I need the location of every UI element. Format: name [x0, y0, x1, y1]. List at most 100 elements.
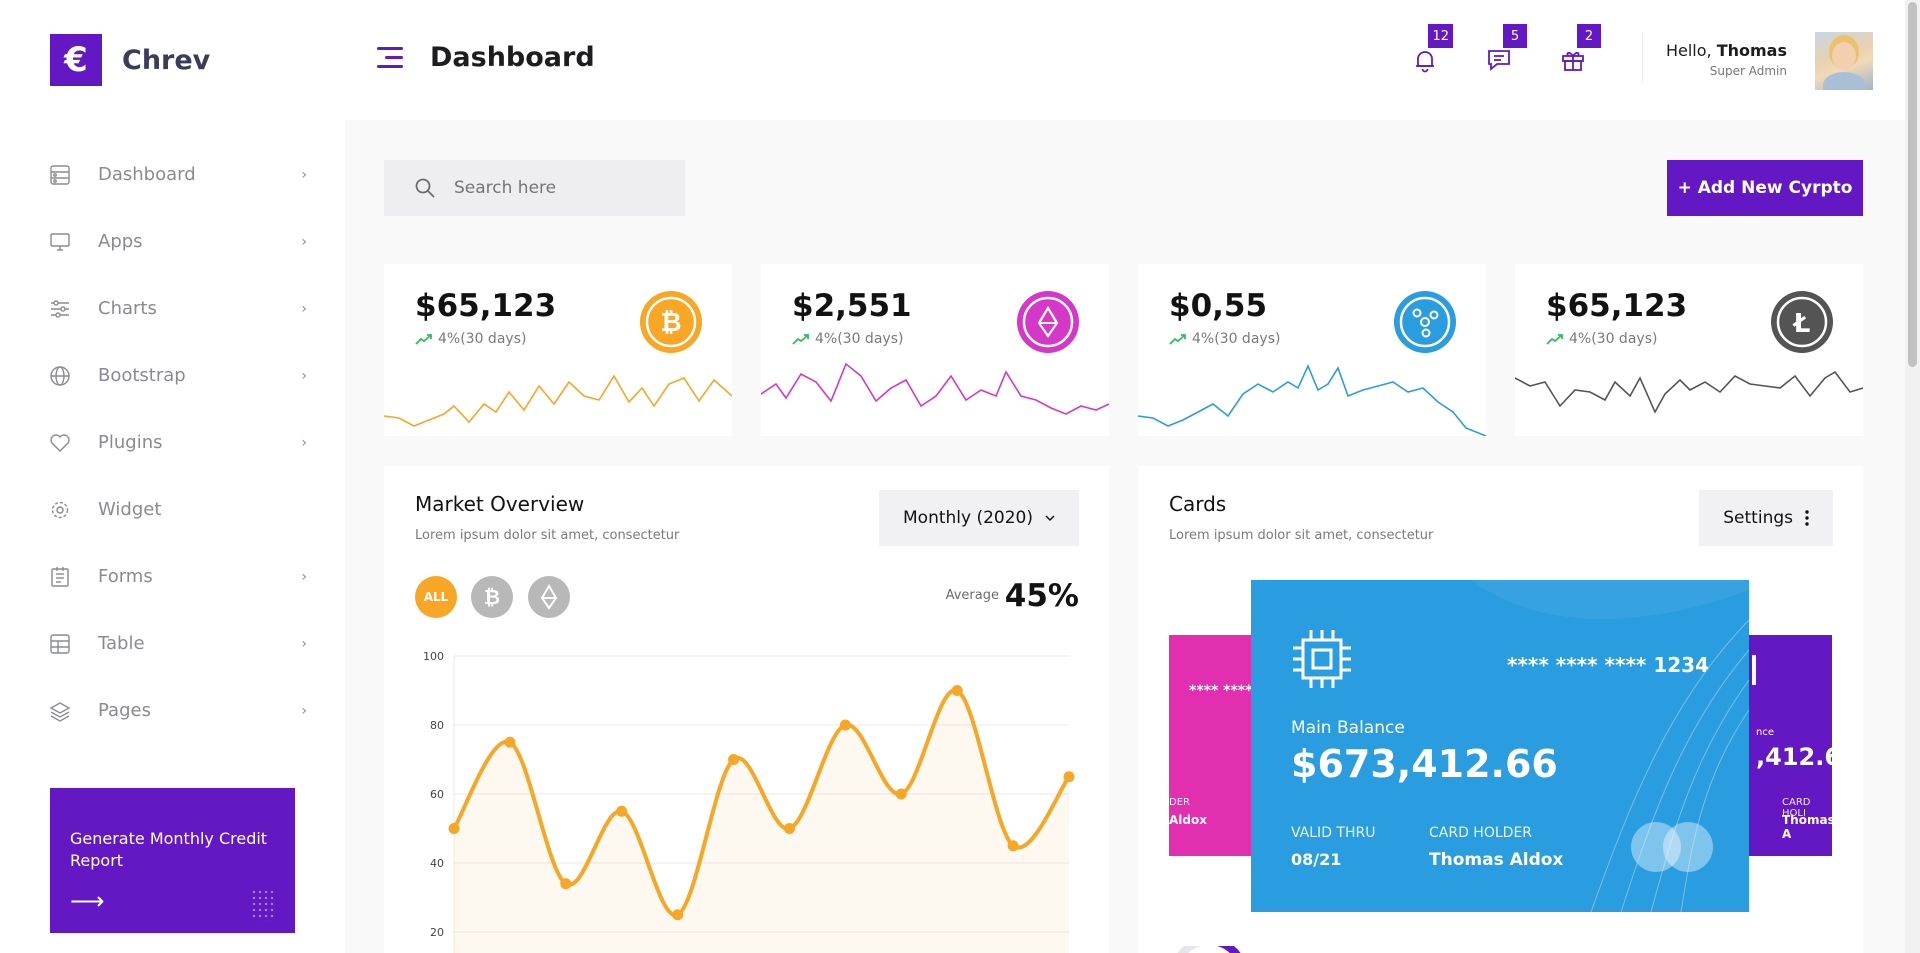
stat-change: 4%(30 days)	[1169, 331, 1280, 347]
sidebar-item-label: Forms	[98, 566, 153, 587]
cards-panel: Cards Lorem ipsum dolor sit amet, consec…	[1138, 466, 1863, 953]
sidebar-item-label: Widget	[98, 499, 162, 520]
promo-card[interactable]: Generate Monthly Credit Report ⟶	[50, 788, 295, 933]
chart-point[interactable]	[504, 736, 516, 748]
trend-up-icon	[792, 334, 809, 345]
gifts-button[interactable]: 2	[1559, 24, 1601, 74]
stat-card-litecoin: $65,123 4%(30 days) Ł	[1515, 264, 1863, 436]
sidebar-item-label: Dashboard	[98, 164, 196, 185]
search-box[interactable]	[384, 160, 685, 216]
sidebar-item-charts[interactable]: Charts ›	[0, 275, 345, 342]
period-label: Monthly (2020)	[903, 508, 1033, 528]
valid-thru-label: VALID THRU	[1291, 825, 1376, 841]
y-tick-label: 80	[430, 719, 444, 732]
avatar[interactable]	[1815, 32, 1873, 90]
stat-card-bitcoin: $65,123 4%(30 days) ₿	[384, 264, 732, 436]
average-value: 45%	[1004, 578, 1079, 614]
stat-change: 4%(30 days)	[1546, 331, 1657, 347]
card-holder-value: Thomas Aldox	[1429, 850, 1564, 870]
chart-area	[454, 690, 1069, 953]
chart-point[interactable]	[895, 788, 907, 800]
sparkline-ripple	[1138, 363, 1486, 436]
scrollbar-thumb[interactable]	[1908, 2, 1917, 367]
bitcoin-icon: ₿	[640, 291, 702, 353]
settings-label: Settings	[1723, 508, 1793, 528]
donut-chart-partial	[1177, 946, 1241, 953]
chart-point[interactable]	[672, 909, 684, 921]
messages-count-badge: 5	[1503, 24, 1527, 48]
sidebar-item-forms[interactable]: Forms ›	[0, 543, 345, 610]
filter-btc-chip[interactable]: ₿	[471, 576, 513, 618]
chart-point[interactable]	[1007, 840, 1019, 852]
greeting-text: Hello,	[1665, 41, 1712, 60]
stat-value: $0,55	[1169, 288, 1268, 324]
filter-eth-chip[interactable]	[528, 576, 570, 618]
filter-all-chip[interactable]: ALL	[415, 576, 457, 618]
more-vertical-icon	[1805, 510, 1809, 526]
chart-point[interactable]	[560, 878, 572, 890]
notification-bell-button[interactable]: 12	[1411, 24, 1453, 74]
card-chip-icon	[1293, 630, 1351, 688]
cards-subtitle: Lorem ipsum dolor sit amet, consectetur	[1169, 528, 1434, 543]
sidebar-item-bootstrap[interactable]: Bootstrap ›	[0, 342, 345, 409]
y-tick-label: 40	[430, 857, 444, 870]
table-icon	[49, 633, 71, 655]
sparkline-bitcoin	[384, 374, 732, 427]
chevron-right-icon: ›	[301, 367, 307, 384]
credit-card-main[interactable]: **** **** **** 1234 Main Balance $673,41…	[1251, 580, 1749, 912]
market-title: Market Overview	[415, 492, 585, 516]
sidebar-item-apps[interactable]: Apps ›	[0, 208, 345, 275]
average-label: Average	[945, 588, 999, 603]
main-balance-value: $673,412.66	[1291, 742, 1558, 786]
chart-point[interactable]	[1063, 771, 1075, 783]
chart-point[interactable]	[951, 685, 963, 696]
sidebar-item-label: Apps	[98, 231, 143, 252]
sidebar-item-label: Bootstrap	[98, 365, 186, 386]
stat-change: 4%(30 days)	[415, 331, 526, 347]
widget-icon	[49, 499, 71, 521]
add-new-crypto-button[interactable]: + Add New Cyrpto	[1667, 160, 1863, 216]
sidebar-item-widget[interactable]: Widget	[0, 476, 345, 543]
layers-icon	[49, 700, 71, 722]
header-divider	[1642, 33, 1643, 83]
stat-change-text: 4%(30 days)	[438, 331, 527, 347]
period-dropdown[interactable]: Monthly (2020)	[879, 490, 1079, 546]
market-overview-panel: Market Overview Lorem ipsum dolor sit am…	[384, 466, 1109, 953]
chevron-right-icon: ›	[301, 635, 307, 652]
ripple-icon	[1394, 291, 1456, 353]
page-scrollbar[interactable]	[1905, 0, 1920, 953]
search-input[interactable]	[454, 178, 674, 198]
brand-name: Chrev	[122, 44, 211, 76]
valid-thru-value: 08/21	[1291, 850, 1342, 869]
stat-card-ethereum: $2,551 4%(30 days)	[761, 264, 1109, 436]
card-wave-pattern	[1471, 580, 1749, 912]
chat-icon	[1488, 50, 1510, 71]
stat-change-text: 4%(30 days)	[815, 331, 904, 347]
sidebar-item-table[interactable]: Table ›	[0, 610, 345, 677]
search-icon	[415, 178, 435, 198]
messages-button[interactable]: 5	[1485, 24, 1527, 74]
sparkline-ethereum	[761, 362, 1109, 415]
user-greeting[interactable]: Hello, Thomas	[1666, 41, 1787, 60]
market-chart: 20 40 60 80 100	[423, 651, 1075, 953]
market-subtitle: Lorem ipsum dolor sit amet, consectetur	[415, 528, 680, 543]
chart-point[interactable]	[783, 823, 795, 834]
settings-button[interactable]: Settings	[1699, 490, 1833, 546]
brand-logo[interactable]: € Chrev	[50, 34, 210, 86]
chart-point[interactable]	[448, 823, 460, 834]
sidebar-item-dashboard[interactable]: Dashboard ›	[0, 141, 345, 208]
chart-point[interactable]	[616, 805, 628, 817]
notification-count-badge: 12	[1428, 24, 1453, 48]
hamburger-menu-icon[interactable]	[377, 47, 403, 74]
chart-point[interactable]	[728, 754, 740, 765]
sidebar-item-pages[interactable]: Pages ›	[0, 677, 345, 744]
card-number: **** **** **** 1234	[1506, 653, 1709, 677]
cards-title: Cards	[1169, 492, 1227, 516]
chart-point[interactable]	[839, 719, 851, 731]
card-holder-partial: Aldox	[1169, 813, 1207, 827]
sidebar-item-plugins[interactable]: Plugins ›	[0, 409, 345, 476]
charts-icon	[49, 298, 71, 320]
arrow-right-icon[interactable]: ⟶	[70, 887, 105, 915]
y-tick-label: 100	[423, 651, 444, 663]
page-title: Dashboard	[430, 42, 595, 73]
